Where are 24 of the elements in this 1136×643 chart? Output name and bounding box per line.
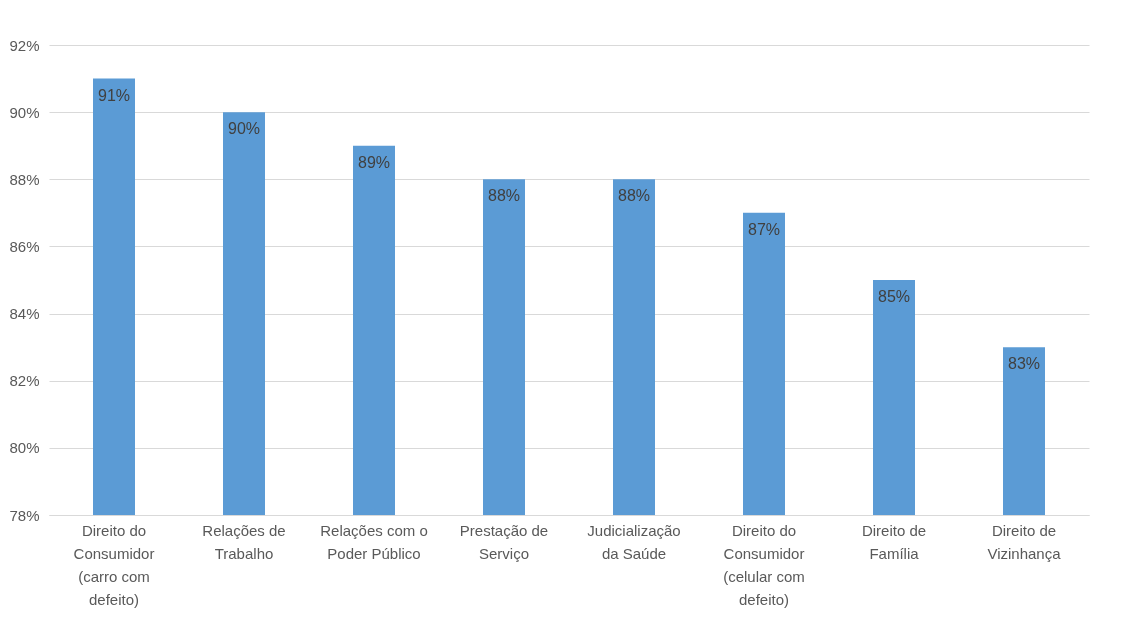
data-label: 85% <box>877 288 911 305</box>
x-tick-label: Relações com o Poder Público <box>320 521 428 562</box>
x-tick-label: Relações de Trabalho <box>202 521 286 562</box>
x-tick-label: Prestação de Serviço <box>459 521 549 562</box>
x-tick-label: Judicialização da Saúde <box>587 521 681 562</box>
data-label: 87% <box>747 220 781 238</box>
data-label: 83% <box>1007 355 1041 373</box>
data-label: 88% <box>617 187 651 205</box>
data-label: 89% <box>357 153 391 171</box>
y-tick-label: 86% <box>9 237 40 255</box>
data-label: 91% <box>97 86 131 104</box>
x-tick-label: Direito do Consumidor (carro com defeito) <box>73 521 155 608</box>
data-label: 88% <box>487 187 521 205</box>
y-tick-label: 92% <box>9 36 40 54</box>
x-tick-label: Direito de Família <box>861 521 927 562</box>
y-tick-label: 84% <box>9 305 40 323</box>
y-tick-label: 80% <box>9 439 40 457</box>
data-label: 90% <box>227 120 261 138</box>
y-tick-label: 78% <box>9 506 40 524</box>
x-tick-label: Direito do Consumidor (celular com defeito) <box>723 521 805 608</box>
y-tick-label: 90% <box>9 103 40 121</box>
x-tick-label: Direito de Vizinhança <box>987 521 1062 562</box>
y-tick-label: 88% <box>9 170 40 188</box>
y-tick-label: 82% <box>9 372 40 390</box>
